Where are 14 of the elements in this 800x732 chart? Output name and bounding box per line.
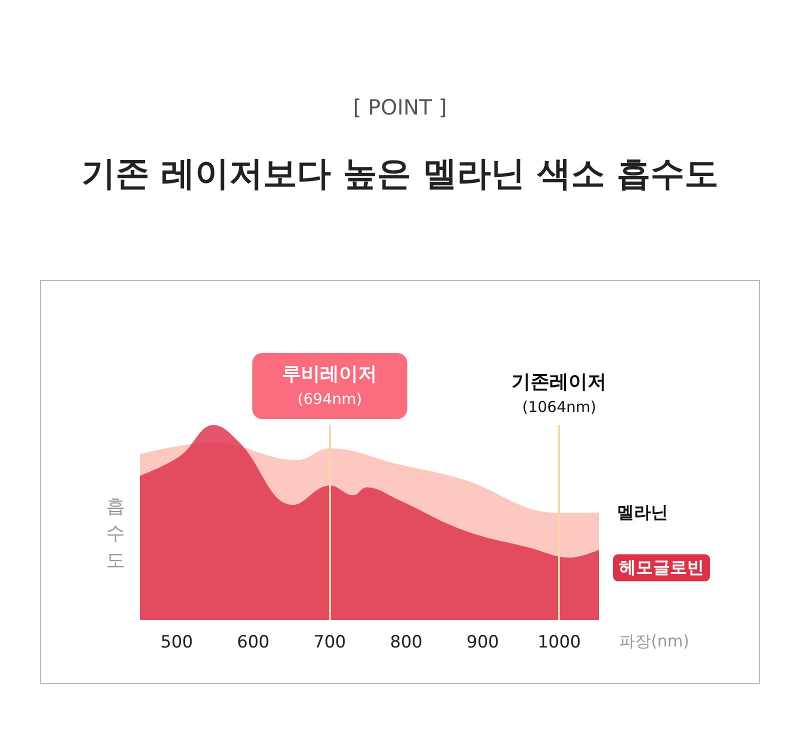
x-tick-label: 1000 [538,632,581,652]
x-tick-label: 800 [390,632,422,652]
x-tick-label: 900 [466,632,499,652]
series-label: 멜라닌 [617,502,668,523]
x-tick-label: 500 [160,632,193,652]
ref-line-label: 루비레이저 (694nm) [282,363,378,408]
series-label: 헤모글로빈 [619,558,704,578]
chart-title: 기존 레이저보다 높은 멜라닌 색소 흡수도 [81,154,719,194]
chart-subtitle: [ POINT ] [353,96,447,120]
y-axis-title: 흡수도 [106,496,125,572]
ref-line-label: 기존레이저 (1064nm) [512,371,607,416]
x-tick-label: 600 [236,632,270,652]
x-axis-title: 파장(nm) [619,632,690,650]
x-tick-label: 700 [313,632,346,652]
